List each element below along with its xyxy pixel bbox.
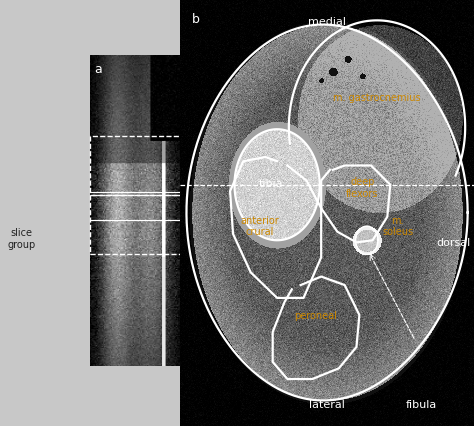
- Text: dorsal: dorsal: [437, 238, 471, 248]
- Text: m. gastrocnemius: m. gastrocnemius: [333, 93, 421, 103]
- Text: tibia: tibia: [259, 178, 283, 188]
- Text: a: a: [94, 63, 101, 76]
- Text: lateral: lateral: [309, 399, 345, 409]
- Text: m.
soleus: m. soleus: [382, 215, 413, 236]
- Text: medial: medial: [308, 17, 346, 27]
- Text: peroneal: peroneal: [294, 310, 337, 320]
- Text: anterior
crural: anterior crural: [240, 215, 279, 236]
- Text: deep
flexors: deep flexors: [346, 177, 379, 198]
- Text: b: b: [192, 13, 200, 26]
- Bar: [90, 136, 182, 195]
- Text: slice
group: slice group: [8, 228, 36, 249]
- Text: fibula: fibula: [405, 399, 437, 409]
- Bar: [90, 195, 182, 254]
